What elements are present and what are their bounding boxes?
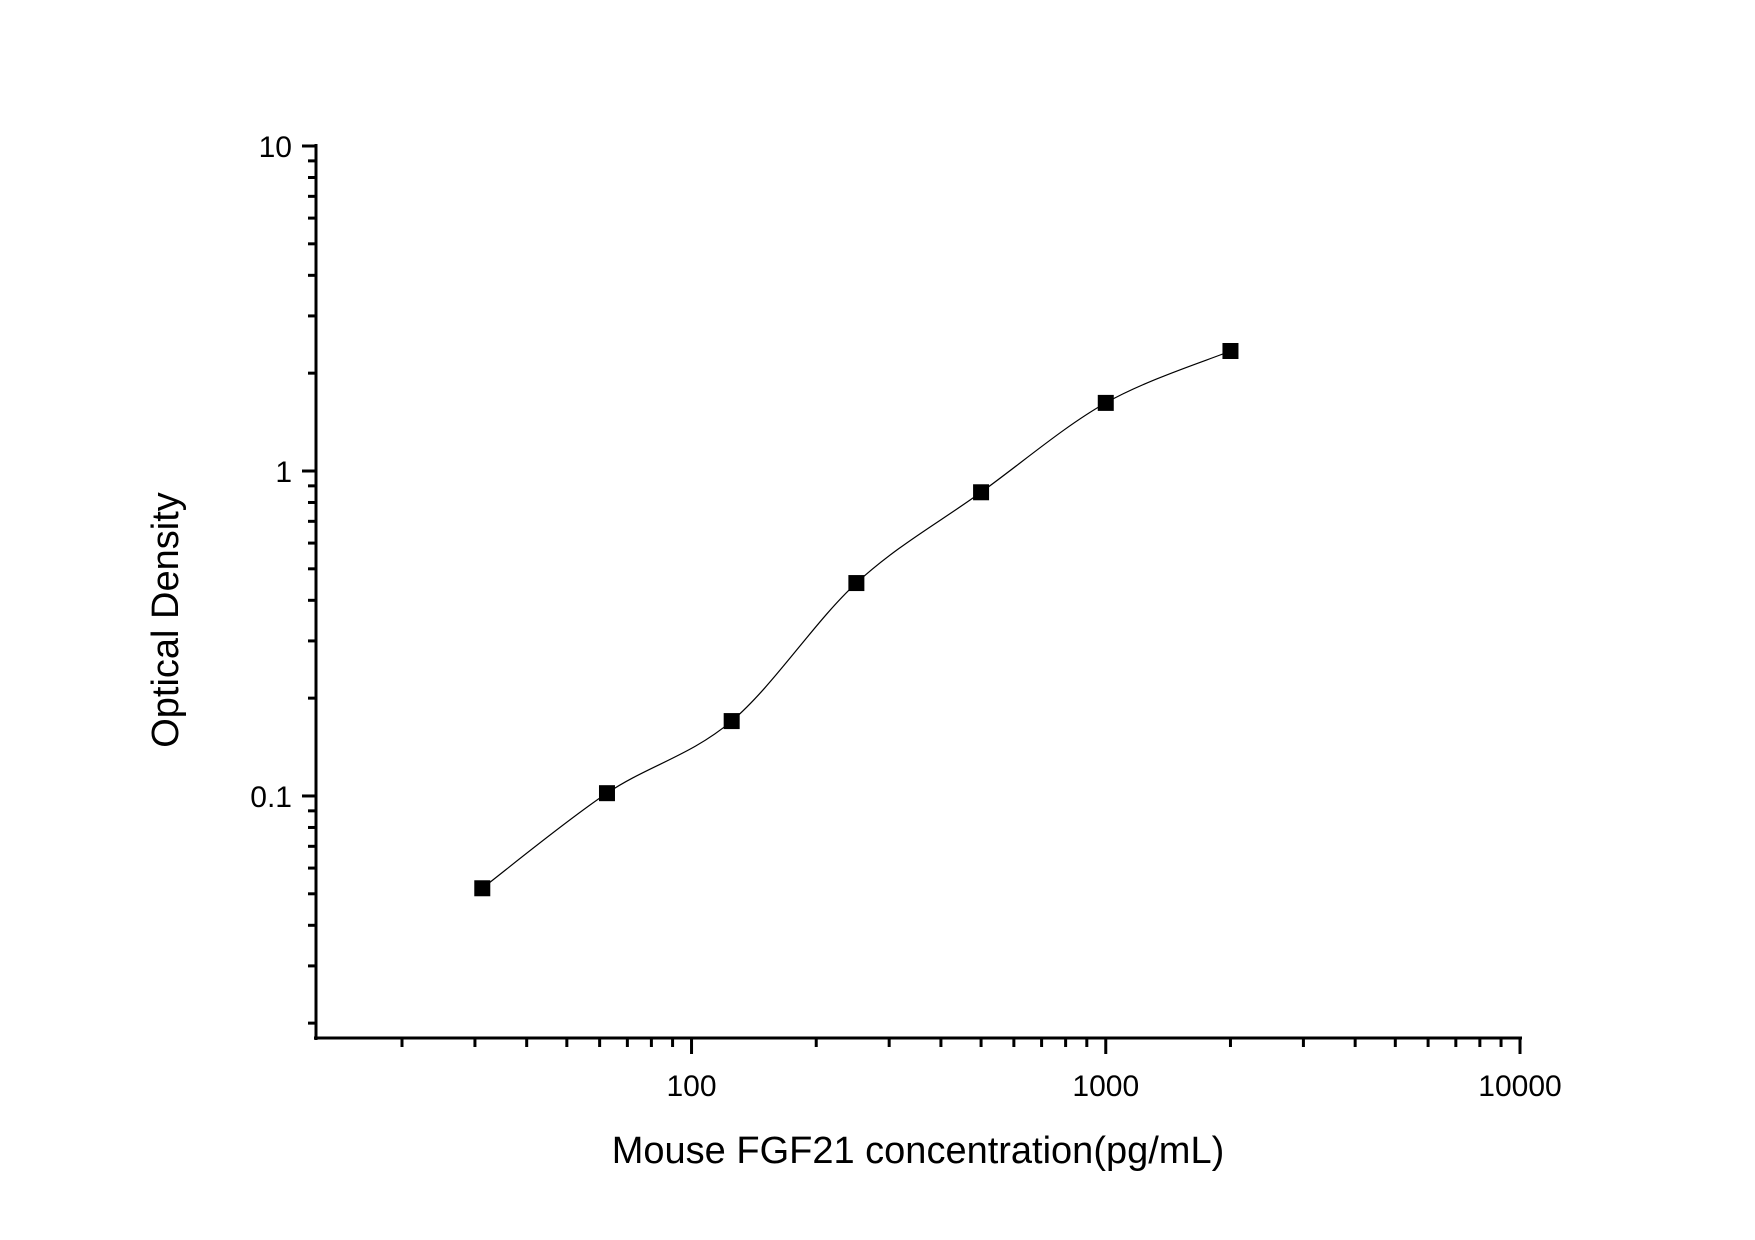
data-point bbox=[1097, 394, 1114, 411]
fit-curve-group bbox=[481, 350, 1231, 889]
data-point bbox=[723, 713, 740, 730]
x-tick-label: 10000 bbox=[1478, 1070, 1561, 1103]
y-tick-label: 1 bbox=[275, 456, 292, 489]
fit-curve bbox=[481, 350, 1231, 889]
x-tick-label: 1000 bbox=[1072, 1070, 1139, 1103]
axes bbox=[302, 144, 1522, 1054]
x-tick-label: 100 bbox=[667, 1070, 717, 1103]
data-point bbox=[848, 575, 865, 592]
data-point bbox=[598, 785, 615, 802]
y-tick-label: 0.1 bbox=[250, 781, 292, 814]
y-tick-label: 10 bbox=[259, 131, 292, 164]
data-point bbox=[1222, 342, 1239, 359]
data-point bbox=[474, 880, 491, 897]
tick-labels: 0.1 1 10 100 1000 10000 bbox=[250, 131, 1561, 1103]
x-axis-title: Mouse FGF21 concentration(pg/mL) bbox=[612, 1130, 1225, 1172]
data-points bbox=[474, 342, 1239, 897]
data-point bbox=[973, 484, 990, 501]
y-axis-title: Optical Density bbox=[145, 492, 187, 748]
